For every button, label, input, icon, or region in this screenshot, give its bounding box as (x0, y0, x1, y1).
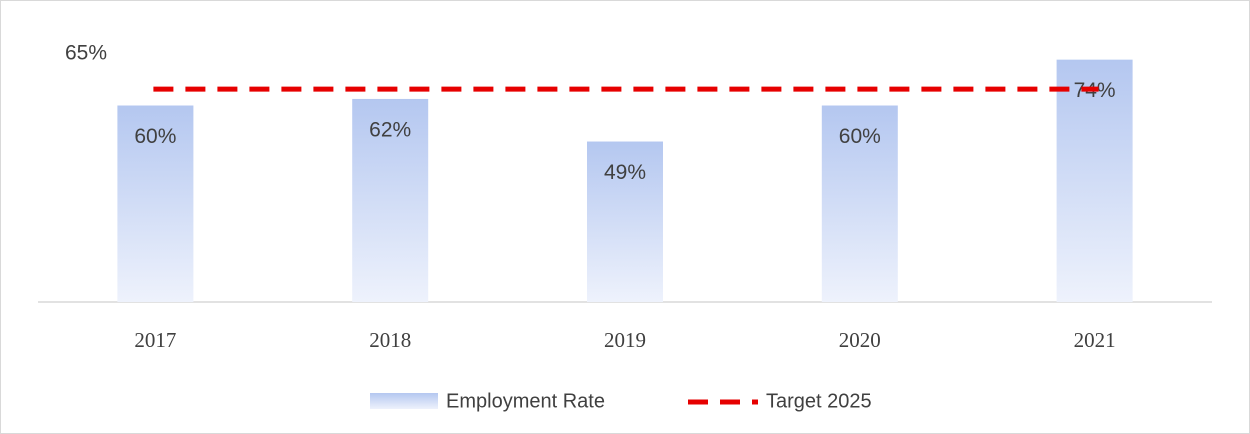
bar (352, 98, 429, 302)
x-tick-label: 2021 (1074, 328, 1116, 352)
x-tick-label: 2017 (134, 328, 176, 352)
legend-label: Target 2025 (766, 390, 872, 412)
target-label: 65% (65, 42, 107, 65)
x-tick-label: 2018 (369, 328, 411, 352)
bar (1056, 59, 1133, 303)
legend-swatch (370, 393, 438, 409)
data-label: 62% (369, 118, 411, 141)
data-label: 49% (604, 161, 646, 184)
data-label: 60% (134, 125, 176, 148)
x-tick-label: 2020 (839, 328, 881, 352)
bar (821, 105, 898, 302)
bar (587, 141, 663, 302)
x-tick-label: 2019 (604, 328, 646, 352)
data-label: 60% (839, 125, 881, 148)
bar (117, 105, 194, 302)
legend-label: Employment Rate (446, 390, 605, 412)
